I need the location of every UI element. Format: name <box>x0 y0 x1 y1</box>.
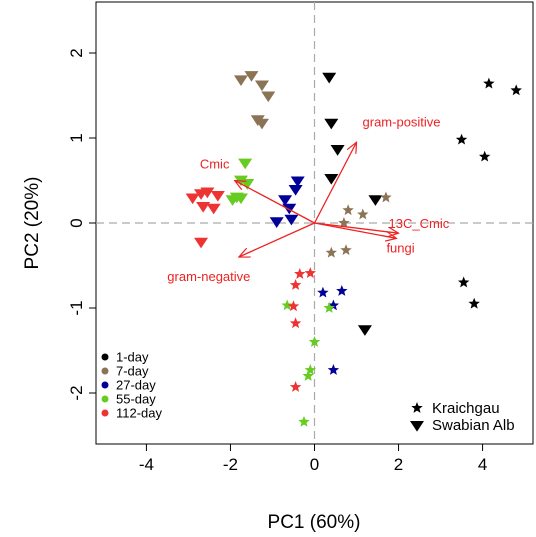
legend-site-label: Kraichgau <box>432 400 500 417</box>
triangle-point <box>324 173 339 185</box>
legend-time-label: 55-day <box>116 392 156 407</box>
y-tick-label: 1 <box>67 133 86 142</box>
loading-arrow <box>314 222 397 238</box>
triangle-point <box>233 75 248 86</box>
loading-label: gram-positive <box>363 114 441 129</box>
star-point <box>340 244 352 256</box>
star-point <box>308 336 321 347</box>
triangle-point <box>330 145 345 156</box>
triangle-point <box>200 187 215 199</box>
legend-time-swatch <box>101 381 109 389</box>
star-point <box>457 276 470 288</box>
triangle-point <box>324 118 339 130</box>
triangle-point <box>322 72 337 84</box>
loading-arrow <box>235 181 315 224</box>
loading-label: gram-negative <box>167 269 250 284</box>
y-tick-label: -1 <box>67 300 86 315</box>
loading-arrow <box>239 222 315 257</box>
legend-time-swatch <box>101 409 109 417</box>
x-tick-label: -2 <box>223 455 238 474</box>
star-point <box>336 285 348 296</box>
y-axis: -2 -1 0 1 2 <box>67 48 96 401</box>
star-point <box>304 267 316 278</box>
triangle-point <box>269 217 284 228</box>
x-tick-label: 4 <box>478 455 487 474</box>
triangle-point <box>238 158 253 170</box>
triangle-point <box>185 193 200 205</box>
legend-time-swatch <box>101 353 109 361</box>
triangle-point <box>225 195 240 206</box>
loading-label: Cmic <box>200 157 230 172</box>
triangle-point <box>368 195 383 206</box>
legend-site-label: Swabian Alb <box>432 417 515 434</box>
triangle-point <box>194 237 209 249</box>
legend-time-swatch <box>101 395 109 403</box>
star-point <box>468 297 480 309</box>
triangle-point <box>254 118 269 130</box>
triangle-point <box>210 190 225 202</box>
star-point <box>323 302 335 313</box>
star-point <box>317 286 329 298</box>
triangle-point <box>244 71 259 82</box>
star-point <box>380 191 392 203</box>
star-point <box>294 268 306 279</box>
triangle-point <box>284 214 299 226</box>
star-point <box>455 133 468 145</box>
triangle-point <box>290 176 305 188</box>
triangle-point <box>278 195 293 206</box>
legend-time-label: 7-day <box>116 364 149 379</box>
star-point <box>338 217 350 228</box>
star-point <box>304 364 316 375</box>
star-point <box>342 204 354 216</box>
star-point <box>289 381 302 392</box>
legend-star-icon <box>411 402 423 413</box>
data-points <box>185 71 522 427</box>
loading-label: fungi <box>386 240 414 255</box>
triangle-point <box>261 91 276 103</box>
star-point <box>510 84 522 96</box>
legend-time-swatch <box>101 367 109 375</box>
triangle-point <box>288 185 303 196</box>
star-point <box>327 299 340 311</box>
star-point <box>325 246 338 258</box>
legend-time-label: 27-day <box>116 378 156 393</box>
star-point <box>281 299 293 311</box>
legend-time-label: 1-day <box>116 350 149 365</box>
loading-arrow <box>313 142 357 224</box>
star-point <box>287 300 300 312</box>
loading-arrow <box>314 222 399 233</box>
triangle-point <box>357 325 372 336</box>
y-tick-label: 0 <box>67 218 86 227</box>
triangle-point <box>233 193 248 205</box>
x-tick-label: 2 <box>394 455 403 474</box>
x-axis-title: PC1 (60%) <box>268 512 361 533</box>
legend-triangle-icon <box>410 421 424 432</box>
triangle-point <box>196 202 211 213</box>
star-point <box>327 364 340 375</box>
star-point <box>289 279 302 290</box>
loading-label: 13C_Cmic <box>389 216 450 231</box>
star-point <box>478 150 491 162</box>
star-point <box>483 77 495 89</box>
triangle-point <box>206 203 221 215</box>
star-point <box>289 317 302 329</box>
y-axis-title: PC2 (20%) <box>22 177 43 270</box>
x-axis: -4 -2 0 2 4 <box>139 444 487 474</box>
y-tick-label: 2 <box>67 48 86 57</box>
x-tick-label: 0 <box>310 455 319 474</box>
star-point <box>298 415 310 427</box>
legend-time-label: 112-day <box>116 406 163 421</box>
star-point <box>302 370 314 381</box>
x-tick-label: -4 <box>139 455 154 474</box>
star-point <box>357 208 369 220</box>
triangle-point <box>254 80 269 92</box>
y-tick-label: -2 <box>67 385 86 400</box>
